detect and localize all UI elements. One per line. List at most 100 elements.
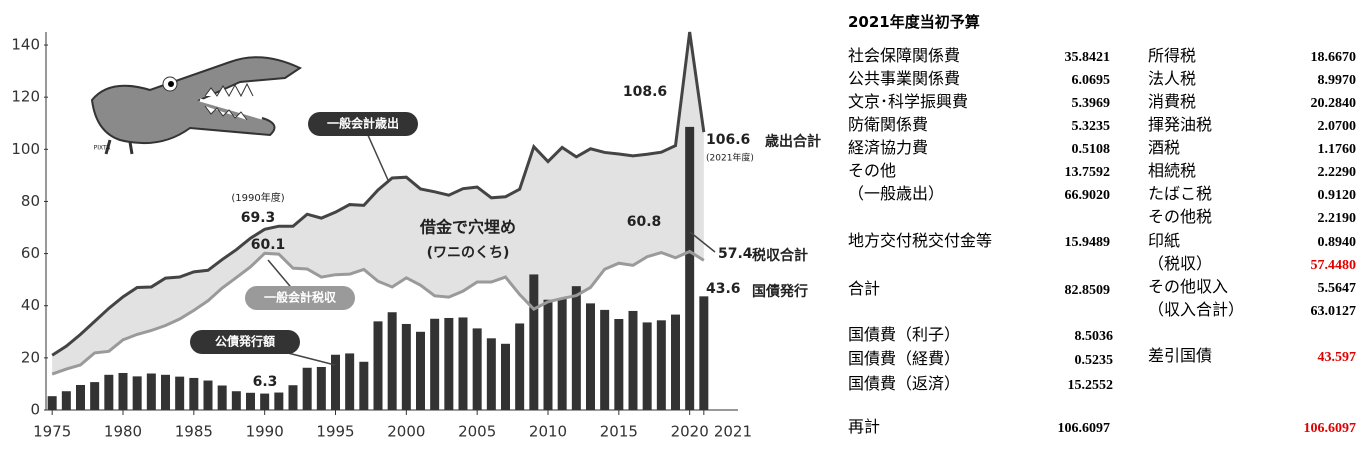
row-value: 13.7592 <box>1064 165 1111 180</box>
row-value: 0.9120 <box>1317 188 1357 203</box>
annotation: PIXTA <box>94 145 112 152</box>
row-label: （一般歳出） <box>848 186 945 203</box>
bar <box>557 298 567 410</box>
annotation: 43.6 <box>706 281 741 297</box>
row-label: 酒税 <box>1148 140 1181 157</box>
row-label: （収入合計） <box>1148 302 1245 319</box>
legend-pill <box>245 286 355 310</box>
x-tick-label: 1975 <box>33 423 71 441</box>
annotation: 6.3 <box>253 374 278 390</box>
bar <box>458 317 468 410</box>
row-value: 5.5647 <box>1317 281 1357 296</box>
annotation: 60.1 <box>251 237 286 253</box>
annotation: 国債発行 <box>752 283 808 300</box>
row-value: 8.5036 <box>1074 329 1114 344</box>
y-tick-label: 20 <box>21 348 40 366</box>
bar <box>260 393 270 410</box>
row-label: （税収） <box>1148 256 1213 273</box>
bar <box>302 367 312 410</box>
leader-line <box>689 231 716 253</box>
crocodile-illustration <box>90 56 303 155</box>
x-tick-label: 1985 <box>175 423 213 441</box>
x-tick-label: 1995 <box>316 423 354 441</box>
y-tick-label: 0 <box>30 401 40 419</box>
row-label: 相続税 <box>1148 163 1197 180</box>
bar <box>501 343 510 410</box>
y-tick-label: 140 <box>11 36 40 54</box>
row-label: 防衛関係費 <box>848 117 929 134</box>
x-tick-label: 1990 <box>246 423 284 441</box>
row-value: 82.8509 <box>1064 283 1111 298</box>
row-label: 法人税 <box>1148 71 1197 88</box>
y-tick-label: 60 <box>21 244 40 262</box>
bar <box>104 374 114 410</box>
bar <box>316 366 326 410</box>
x-tick-label: 2010 <box>529 423 567 441</box>
bar <box>586 303 595 410</box>
row-value: 2.2190 <box>1317 211 1357 226</box>
row-label: 地方交付税交付金等 <box>848 233 993 250</box>
bar <box>628 310 638 410</box>
y-tick-label: 80 <box>21 192 40 210</box>
bar <box>345 353 355 410</box>
row-label: その他収入 <box>1148 279 1229 296</box>
x-tick-label: 2021 <box>714 423 752 441</box>
bar <box>274 392 284 410</box>
bar <box>571 286 581 410</box>
row-value: 15.9489 <box>1064 235 1111 250</box>
row-label: 文京･科学振興費 <box>848 94 969 111</box>
row-label: 揮発油税 <box>1148 117 1213 134</box>
bar <box>118 372 128 410</box>
bar <box>231 391 241 410</box>
table-title: 2021年度当初予算 <box>848 13 980 31</box>
annotation: 歳出合計 <box>765 133 821 150</box>
legend-label: 一般会計歳出 <box>327 116 399 131</box>
annotation: (1990年度) <box>231 191 284 204</box>
bar <box>699 296 709 410</box>
annotation: 108.6 <box>623 84 667 100</box>
bar <box>685 126 695 410</box>
bar <box>246 392 255 410</box>
row-value: 15.2552 <box>1067 378 1114 393</box>
x-tick-label: 2005 <box>458 423 496 441</box>
annotation: 税収合計 <box>752 247 808 264</box>
annotation: 60.8 <box>627 214 662 230</box>
line <box>51 249 705 376</box>
row-value: 66.9020 <box>1064 188 1111 203</box>
x-tick-label: 2015 <box>600 423 638 441</box>
bar <box>529 274 539 410</box>
row-value: 1.1760 <box>1317 142 1357 157</box>
annotation: 57.4 <box>718 246 753 262</box>
row-value: 0.8940 <box>1317 235 1357 250</box>
bar <box>189 377 199 410</box>
row-value: 5.3969 <box>1071 96 1111 111</box>
row-value: 35.8421 <box>1064 50 1111 65</box>
bar <box>76 384 85 410</box>
bar <box>387 312 397 410</box>
row-label: 再計 <box>848 419 881 436</box>
bar <box>373 321 383 410</box>
bar <box>515 323 525 410</box>
row-value: 6.0695 <box>1071 73 1111 88</box>
row-value: 2.2290 <box>1317 165 1357 180</box>
gap-area <box>52 32 704 375</box>
row-value: 106.6097 <box>1057 421 1111 436</box>
annotation: 借金で穴埋め <box>419 218 516 237</box>
bar <box>444 317 454 410</box>
chart: 0 20 40 60 80 100 120 140 1975 1980 1985 1990 1995 20… <box>11 31 821 441</box>
row-label: 経済協力費 <box>848 140 929 157</box>
bar <box>217 385 227 410</box>
row-value: 57.4480 <box>1310 258 1357 273</box>
row-label: 公共事業関係費 <box>848 71 961 88</box>
y-tick-label: 120 <box>11 88 40 106</box>
row-label: その他税 <box>1148 209 1213 226</box>
y-tick-label: 100 <box>11 140 40 158</box>
row-label: その他 <box>848 163 897 180</box>
bar <box>430 318 440 410</box>
legend-pill <box>308 112 418 136</box>
row-label: 消費税 <box>1148 94 1197 111</box>
bar <box>472 328 482 410</box>
row-value: 2.0700 <box>1317 119 1357 134</box>
